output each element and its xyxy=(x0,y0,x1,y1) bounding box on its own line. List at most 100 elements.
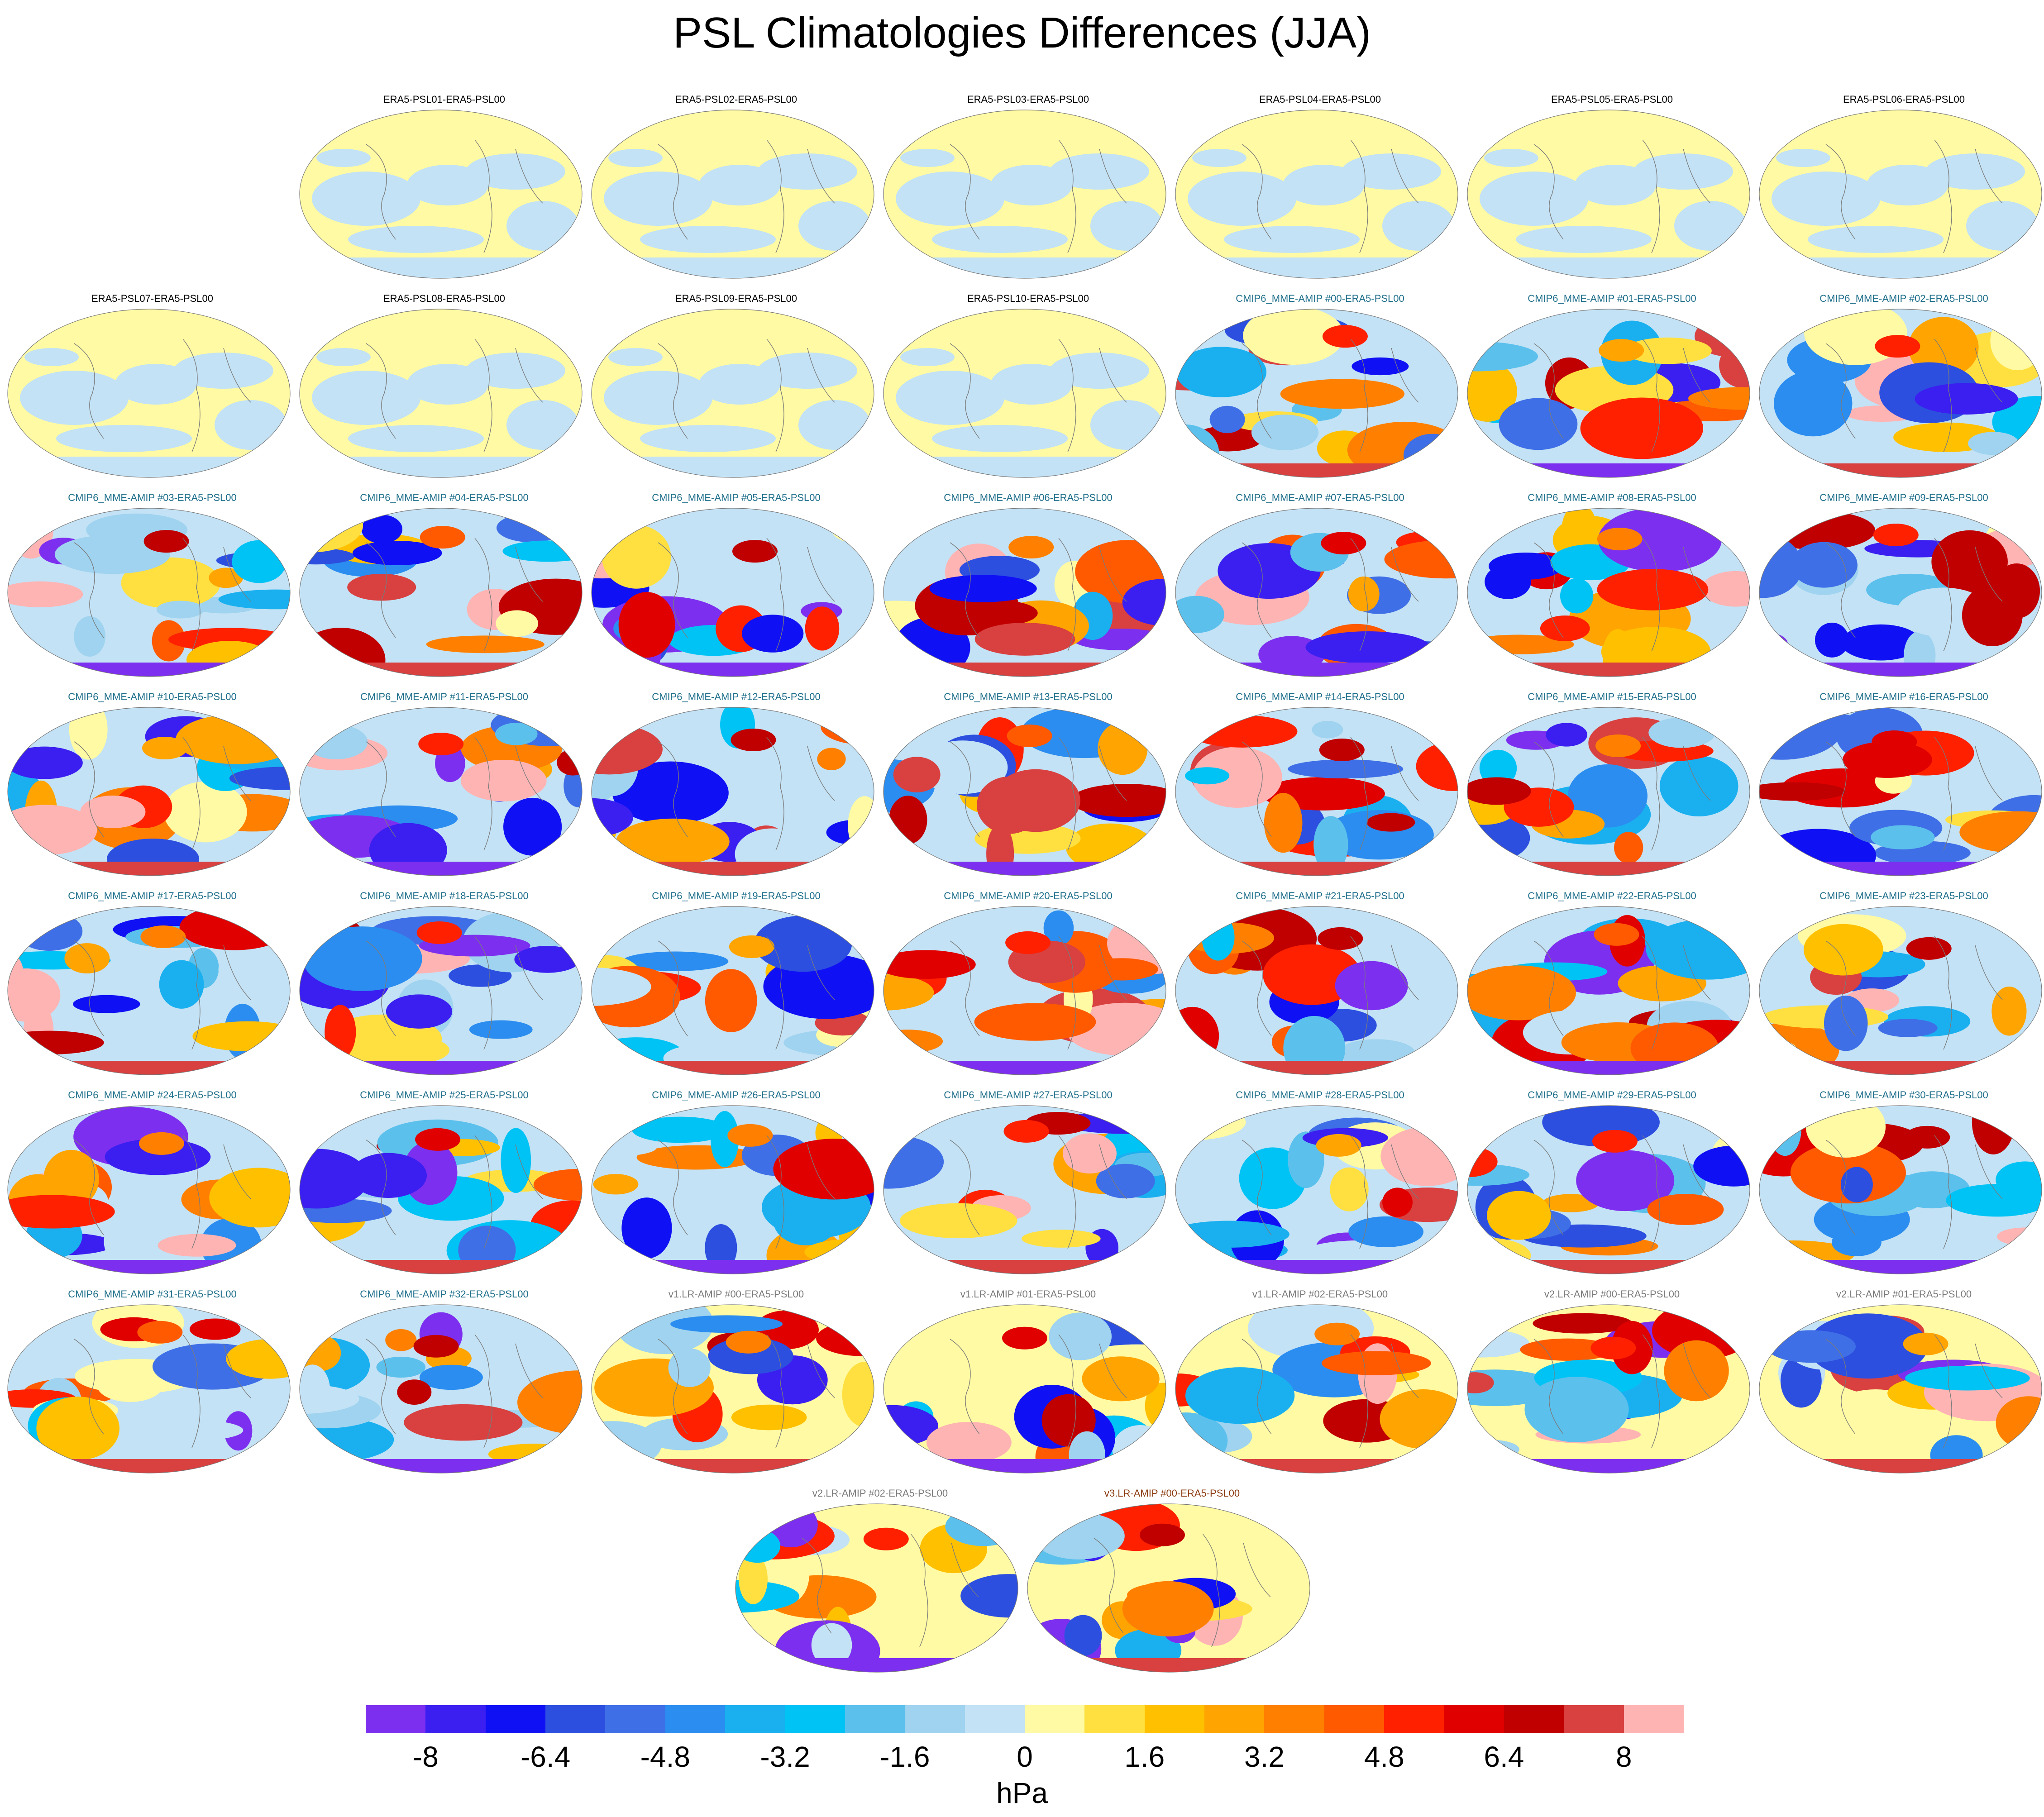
coastline xyxy=(74,1135,251,1249)
coastline xyxy=(74,737,251,851)
map-plot xyxy=(591,1304,874,1474)
map-plot xyxy=(883,508,1166,677)
anomaly-contour xyxy=(729,935,774,958)
coastline xyxy=(950,936,1127,1050)
anomaly-contour xyxy=(426,635,544,653)
anomaly-contour xyxy=(418,733,464,756)
map-panel: CMIP6_MME-AMIP #03-ERA5-PSL00 xyxy=(6,491,298,681)
anomaly-contour xyxy=(1322,1351,1431,1375)
coastline xyxy=(802,1533,979,1647)
anomaly-contour xyxy=(156,601,204,619)
anomaly-contour xyxy=(514,946,581,973)
anomaly-contour xyxy=(1878,1019,1938,1037)
map-plot xyxy=(883,707,1166,876)
colorbar-segment xyxy=(605,1705,666,1733)
anomaly-contour xyxy=(970,1510,1018,1531)
colorbar-segment xyxy=(485,1705,546,1733)
anomaly-contour xyxy=(602,525,671,589)
anomaly-contour xyxy=(1872,730,1917,753)
anomaly-contour xyxy=(469,1020,533,1039)
coastline xyxy=(366,139,543,253)
map-outline xyxy=(1759,1304,2042,1474)
anomaly-contour xyxy=(316,348,371,366)
anomaly-contour xyxy=(521,579,582,615)
coastline xyxy=(1825,1334,2003,1448)
anomaly-contour xyxy=(36,1397,119,1460)
anomaly-contour xyxy=(186,641,273,677)
coastline xyxy=(950,1334,1127,1448)
map-panel: CMIP6_MME-AMIP #06-ERA5-PSL00 xyxy=(882,491,1174,681)
anomaly-contour xyxy=(1597,569,1709,610)
colorbar-segment xyxy=(905,1705,965,1733)
anomaly-contour xyxy=(1337,1039,1415,1067)
colorbar xyxy=(366,1705,1684,1733)
anomaly-contour xyxy=(1112,1425,1166,1473)
anomaly-contour xyxy=(1991,986,2027,1036)
map-plot xyxy=(1467,110,1750,279)
map-panel-title: v3.LR-AMIP #00-ERA5-PSL00 xyxy=(1104,1488,1240,1499)
anomaly-contour xyxy=(361,515,403,544)
anomaly-contour xyxy=(347,573,416,601)
map-outline xyxy=(299,707,583,876)
map-plot xyxy=(7,508,291,677)
map-outline xyxy=(1467,707,1750,876)
map-outline xyxy=(883,309,1166,478)
map-panel-title: CMIP6_MME-AMIP #16-ERA5-PSL00 xyxy=(1820,691,1988,702)
map-panel: ERA5-PSL02-ERA5-PSL00 xyxy=(590,93,882,283)
anomaly-contour xyxy=(1322,325,1368,348)
map-plot xyxy=(299,707,583,876)
anomaly-contour xyxy=(955,600,1038,626)
antarctic-band xyxy=(592,1459,874,1473)
anomaly-contour xyxy=(1772,172,1880,226)
map-plot xyxy=(1759,1105,2042,1274)
map-plot xyxy=(1467,1304,1750,1474)
anomaly-contour xyxy=(1122,579,1166,626)
anomaly-contour xyxy=(501,1128,531,1193)
anomaly-contour xyxy=(929,575,1037,602)
anomaly-contour xyxy=(137,1321,183,1344)
map-panel: CMIP6_MME-AMIP #09-ERA5-PSL00 xyxy=(1758,491,2044,681)
anomaly-contour xyxy=(1096,1164,1155,1199)
anomaly-contour xyxy=(43,1149,99,1208)
southern-ocean-band xyxy=(1467,258,1750,278)
anomaly-contour xyxy=(1288,759,1404,779)
map-plot xyxy=(1027,1503,1310,1673)
anomaly-contour xyxy=(1050,153,1149,190)
coastline xyxy=(658,139,835,253)
southern-ocean-band xyxy=(884,258,1166,278)
southern-ocean-band xyxy=(1759,258,2042,278)
anomaly-contour xyxy=(1467,1372,1494,1393)
anomaly-contour xyxy=(1032,1512,1125,1559)
map-panel: CMIP6_MME-AMIP #04-ERA5-PSL00 xyxy=(298,491,590,681)
antarctic-band xyxy=(592,1061,874,1075)
antarctic-band xyxy=(592,663,874,677)
map-panel: CMIP6_MME-AMIP #21-ERA5-PSL00 xyxy=(1174,889,1466,1079)
anomaly-contour xyxy=(226,1339,290,1379)
anomaly-contour xyxy=(352,541,442,566)
anomaly-contour xyxy=(1499,398,1578,450)
anomaly-contour xyxy=(805,606,840,651)
anomaly-contour xyxy=(1003,1120,1049,1143)
antarctic-band xyxy=(8,862,290,876)
anomaly-contour xyxy=(466,353,565,389)
colorbar-segment xyxy=(1084,1705,1145,1733)
anomaly-contour xyxy=(932,226,1068,253)
map-plot xyxy=(1467,508,1750,677)
anomaly-contour xyxy=(300,548,355,565)
antarctic-band xyxy=(8,1260,290,1274)
coastline xyxy=(1242,1334,1419,1448)
map-panel-title: CMIP6_MME-AMIP #31-ERA5-PSL00 xyxy=(68,1288,237,1300)
anomaly-contour xyxy=(1319,739,1365,762)
anomaly-contour xyxy=(312,172,420,226)
map-panel: v3.LR-AMIP #00-ERA5-PSL00 xyxy=(1026,1487,1318,1677)
map-plot xyxy=(299,110,583,279)
anomaly-contour xyxy=(735,1580,800,1613)
anomaly-contour xyxy=(731,1404,807,1431)
map-plot xyxy=(1759,906,2042,1075)
coastline xyxy=(1242,538,1419,652)
map-panel-title: v1.LR-AMIP #01-ERA5-PSL00 xyxy=(960,1288,1096,1300)
colorbar-units-label: hPa xyxy=(996,1777,1048,1809)
anomaly-contour xyxy=(1085,958,1158,981)
antarctic-band xyxy=(1175,663,1458,677)
colorbar-segment xyxy=(1564,1705,1624,1733)
